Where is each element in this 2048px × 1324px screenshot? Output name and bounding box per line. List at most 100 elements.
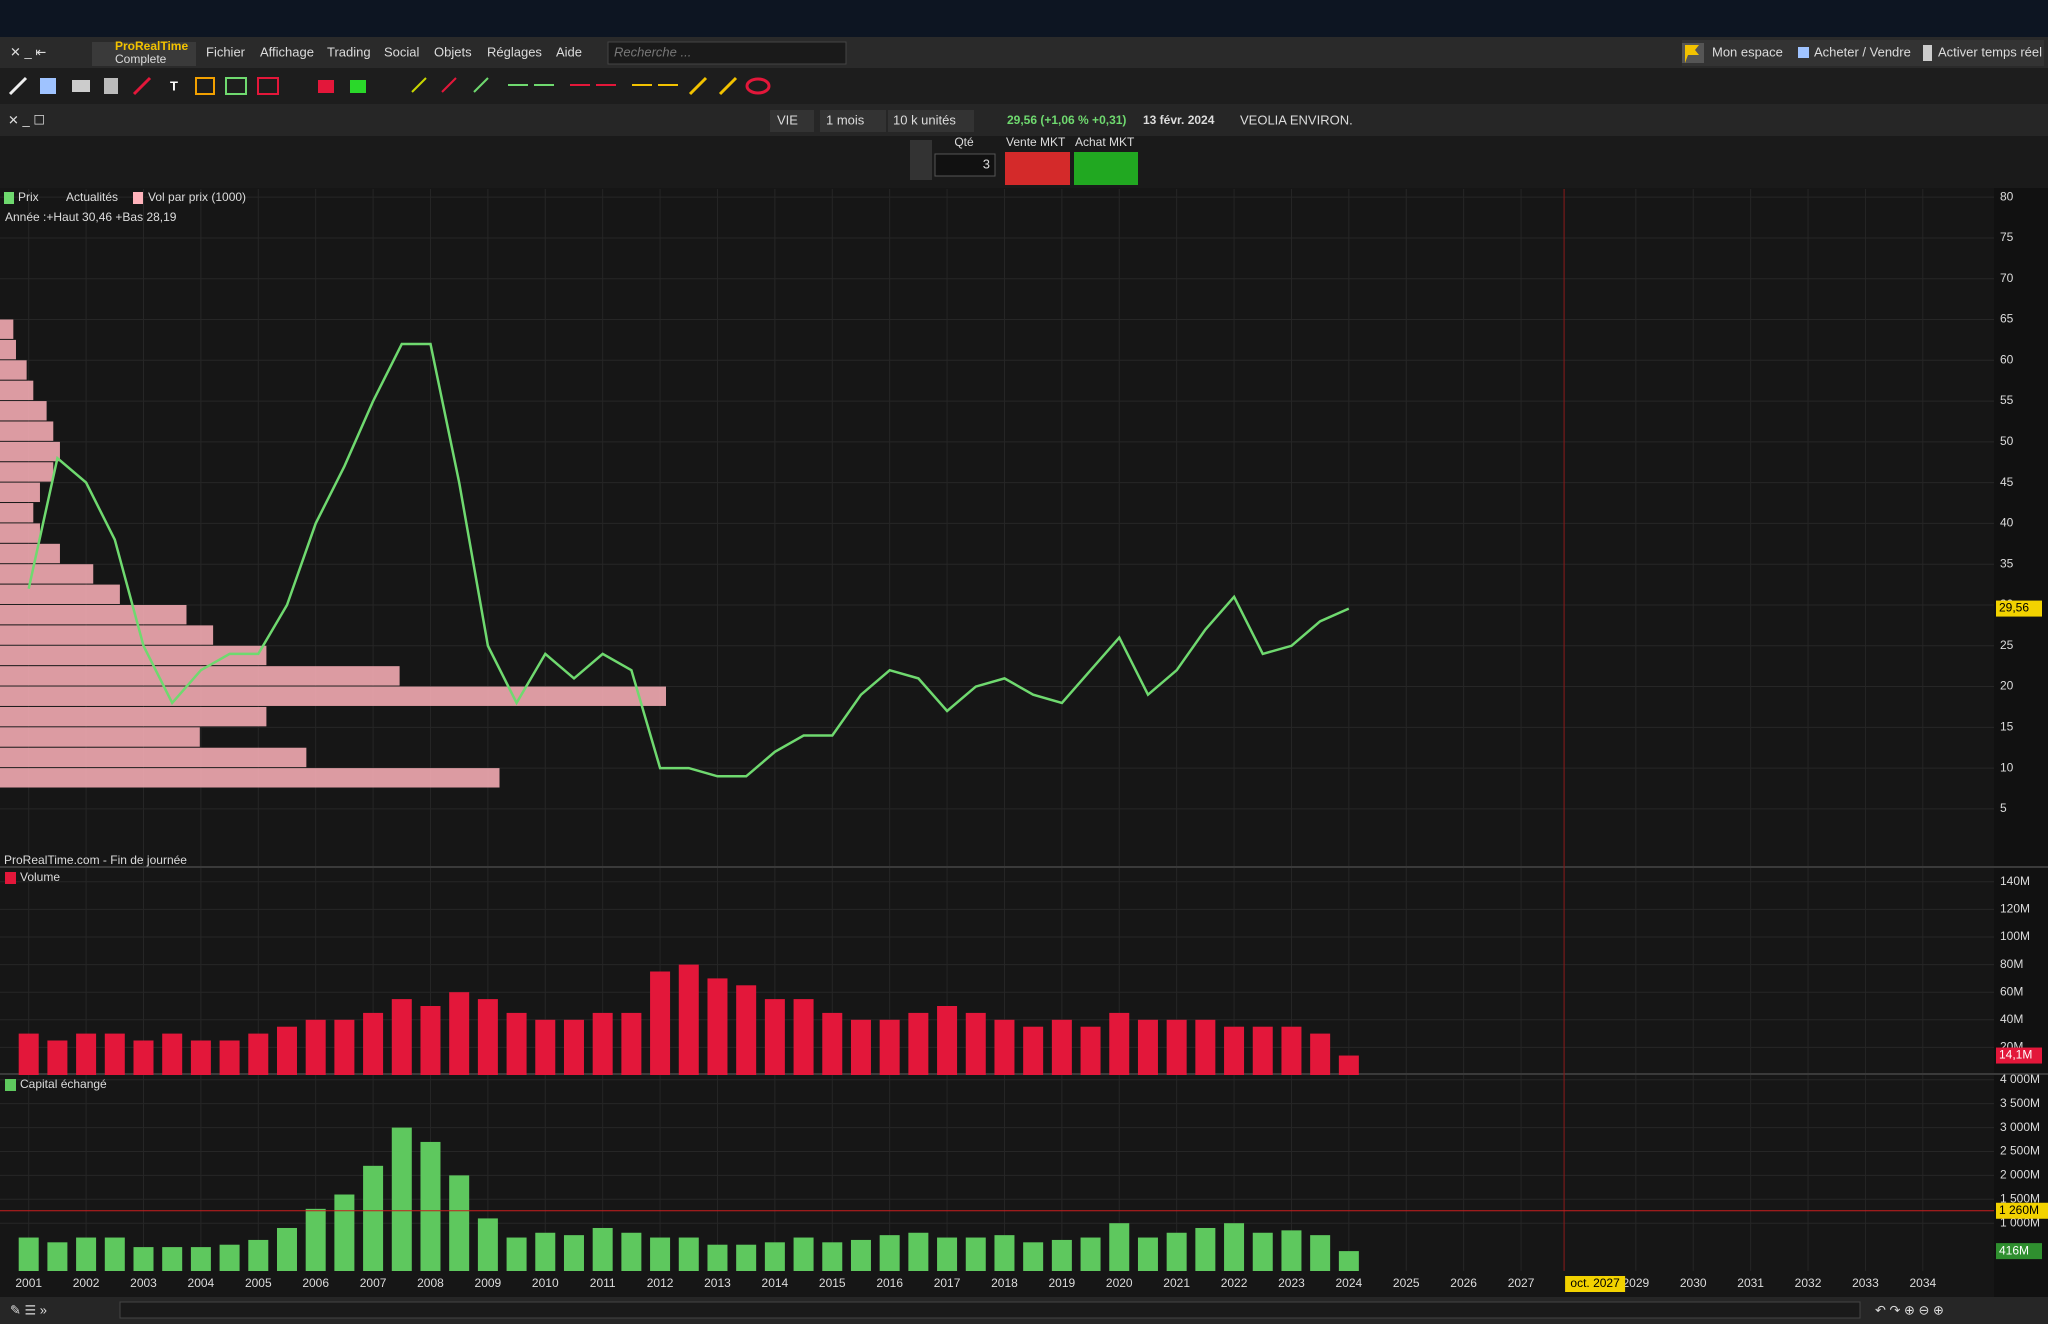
x-tick-label: 2018 <box>991 1276 1018 1290</box>
volume-profile-bar <box>0 604 187 625</box>
volume-profile-bar <box>0 666 400 686</box>
zoom-tools[interactable]: ↶ ↷ ⊕ ⊖ ⊕ <box>1875 1302 1944 1317</box>
tool[interactable] <box>441 77 457 93</box>
bottom-tools[interactable]: ✎ ☰ » <box>10 1302 47 1317</box>
bar <box>1166 1232 1187 1271</box>
bar <box>449 992 470 1075</box>
y-tick-label: 120M <box>2000 902 2030 916</box>
legend-entry: Volume <box>20 870 60 884</box>
bar <box>1051 1239 1072 1271</box>
bar <box>1137 1019 1158 1075</box>
buy-label: Achat MKT <box>1075 135 1135 149</box>
bar <box>391 999 412 1075</box>
x-tick-label: 2032 <box>1795 1276 1822 1290</box>
menu-item[interactable]: Réglages <box>487 44 542 59</box>
x-tick-label: 2030 <box>1680 1276 1707 1290</box>
legend-swatch <box>5 1079 16 1091</box>
y-tick-label: 20 <box>2000 679 2014 693</box>
x-tick-label: 2033 <box>1852 1276 1879 1290</box>
bar <box>420 1006 441 1075</box>
buy-button[interactable] <box>1074 152 1138 185</box>
search-box[interactable] <box>607 41 847 65</box>
scrollbar[interactable] <box>119 1301 1861 1319</box>
y-tick-label: 10 <box>2000 760 2014 774</box>
menu-item[interactable]: Social <box>384 44 420 59</box>
menu-item[interactable]: Affichage <box>260 44 314 59</box>
volume-profile-bar <box>0 645 267 666</box>
tool[interactable] <box>718 76 738 96</box>
tool[interactable] <box>257 77 279 95</box>
dropdown[interactable] <box>888 110 974 132</box>
x-tick-label: 2022 <box>1221 1276 1248 1290</box>
symbol[interactable]: VIE <box>777 112 798 127</box>
checkbox[interactable] <box>1798 47 1809 58</box>
tool[interactable] <box>411 77 427 93</box>
qty-input[interactable] <box>934 153 996 177</box>
menu-item[interactable]: Objets <box>434 44 472 59</box>
x-tick-label: 2017 <box>934 1276 961 1290</box>
legend-swatch <box>133 192 143 204</box>
period[interactable]: 1 mois <box>826 112 865 127</box>
tool[interactable] <box>225 77 247 95</box>
bar <box>506 1237 527 1271</box>
tool-pencil[interactable] <box>8 76 28 96</box>
menu-item[interactable]: Aide <box>556 44 582 59</box>
bar <box>1224 1026 1245 1075</box>
bar <box>420 1141 441 1271</box>
y-tick-label: 45 <box>2000 475 2014 489</box>
tool[interactable] <box>72 80 90 92</box>
bar <box>506 1012 527 1075</box>
bar <box>850 1239 871 1271</box>
price-line <box>27 342 1350 778</box>
dropdown[interactable] <box>820 110 886 132</box>
menu-right[interactable]: Mon espace <box>1712 44 1783 59</box>
window-close[interactable]: ✕ _ ⇤ <box>10 44 46 59</box>
volume-profile-bar <box>0 584 120 604</box>
right-menu <box>1682 40 2044 66</box>
menu-item[interactable]: Fichier <box>206 44 246 59</box>
last-value-label: 14,1M <box>1999 1048 2032 1062</box>
tool[interactable] <box>688 76 708 96</box>
flag <box>1685 45 1699 63</box>
order-tools[interactable] <box>910 140 932 180</box>
bar <box>1338 1251 1359 1271</box>
y-tick-label: 80 <box>2000 189 2014 203</box>
menu-right[interactable]: Acheter / Vendre <box>1814 44 1911 59</box>
tool[interactable] <box>104 78 118 94</box>
y-tick-label: 35 <box>2000 556 2014 570</box>
bar <box>707 1244 728 1271</box>
y-tick-label: 2 000M <box>2000 1168 2040 1182</box>
tool[interactable] <box>195 77 215 95</box>
y-tick-label: 4 000M <box>2000 1072 2040 1086</box>
sell-button[interactable] <box>1005 152 1070 185</box>
brand-box[interactable] <box>92 42 196 66</box>
menu-item[interactable]: Trading <box>327 44 371 59</box>
x-tick-label: 2020 <box>1106 1276 1133 1290</box>
x-tick-label: 2004 <box>188 1276 215 1290</box>
tool-text[interactable]: T <box>170 78 178 93</box>
title-strip <box>0 0 2048 37</box>
bar <box>535 1232 556 1271</box>
bar <box>736 985 757 1075</box>
bar <box>477 1218 498 1271</box>
x-tick-label: 2012 <box>647 1276 674 1290</box>
chart-area <box>0 188 2048 1297</box>
menu-right[interactable]: Activer temps réel <box>1938 44 2042 59</box>
units[interactable]: 10 k unités <box>893 112 956 127</box>
window-controls[interactable]: ✕ _ ☐ <box>8 112 45 127</box>
tool[interactable] <box>473 77 489 93</box>
tool[interactable] <box>318 80 334 93</box>
tool[interactable] <box>132 76 152 96</box>
checkbox[interactable] <box>1923 45 1932 61</box>
dropdown[interactable] <box>770 110 814 132</box>
tool[interactable] <box>350 80 366 93</box>
x-tick-label: 2026 <box>1450 1276 1477 1290</box>
bar <box>1109 1223 1130 1271</box>
qty-value[interactable]: 3 <box>983 156 990 171</box>
x-tick-label: 2029 <box>1622 1276 1649 1290</box>
tool[interactable] <box>745 77 771 95</box>
bar <box>621 1012 642 1075</box>
tool[interactable] <box>40 78 56 94</box>
source: ProRealTime.com - Fin de journée <box>4 853 187 867</box>
